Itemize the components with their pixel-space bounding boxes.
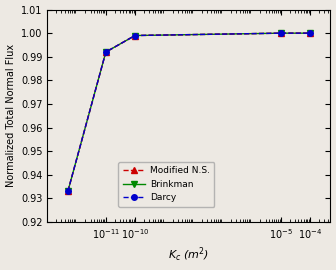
Darcy	[104, 50, 108, 54]
Line: Modified N.S.: Modified N.S.	[65, 31, 313, 194]
X-axis label: $K_c$ (m$^2$): $K_c$ (m$^2$)	[168, 246, 210, 264]
Modified N.S.	[308, 32, 312, 35]
Y-axis label: Normalized Total Normal Flux: Normalized Total Normal Flux	[6, 44, 15, 187]
Brinkman	[104, 50, 108, 54]
Darcy	[308, 32, 312, 35]
Darcy	[66, 190, 70, 193]
Modified N.S.	[279, 32, 283, 35]
Brinkman	[66, 190, 70, 193]
Legend: Modified N.S., Brinkman, Darcy: Modified N.S., Brinkman, Darcy	[118, 162, 214, 207]
Line: Brinkman: Brinkman	[65, 31, 313, 194]
Line: Darcy: Darcy	[65, 31, 313, 194]
Modified N.S.	[133, 34, 137, 37]
Brinkman	[133, 34, 137, 37]
Brinkman	[279, 32, 283, 35]
Darcy	[279, 32, 283, 35]
Brinkman	[308, 32, 312, 35]
Modified N.S.	[66, 190, 70, 193]
Darcy	[133, 34, 137, 37]
Modified N.S.	[104, 50, 108, 54]
